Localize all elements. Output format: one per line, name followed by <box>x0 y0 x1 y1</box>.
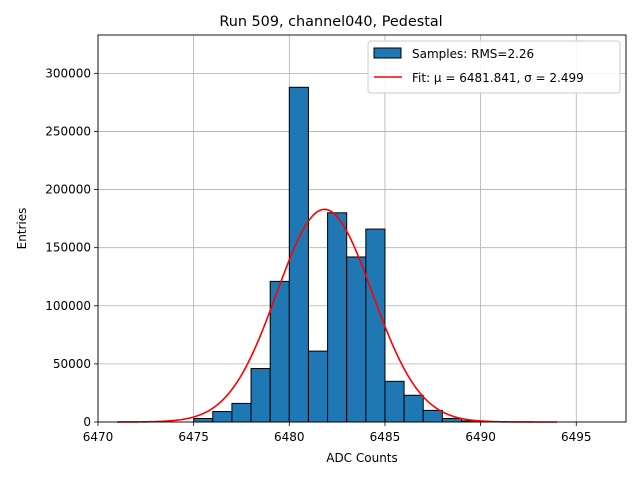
histogram-bar <box>327 212 348 423</box>
y-tick-label: 0 <box>83 415 91 429</box>
plot-frame <box>97 34 627 423</box>
y-axis-ticks: 0 50000 100000 150000 200000 250000 300000 <box>45 66 98 429</box>
histogram-bar <box>346 256 367 423</box>
histogram-bar <box>422 409 443 423</box>
x-tick-label: 6485 <box>370 430 401 444</box>
histogram-bar <box>231 402 252 423</box>
legend-box <box>367 40 621 94</box>
histogram-bar <box>365 228 386 423</box>
fit-curve <box>117 208 558 423</box>
legend-swatch-samples <box>373 47 402 59</box>
histogram-bar <box>384 380 405 423</box>
chart-title: Run 509, channel040, Pedestal <box>219 14 442 30</box>
y-tick-label: 150000 <box>45 241 91 255</box>
histogram-bars <box>193 86 482 423</box>
histogram-bar <box>250 368 271 423</box>
histogram-bar <box>403 394 424 423</box>
y-tick-label: 100000 <box>45 299 91 313</box>
y-axis-label: Entries <box>15 208 29 250</box>
x-tick-label: 6480 <box>274 430 305 444</box>
x-tick-label: 6495 <box>561 430 592 444</box>
histogram-bar <box>212 411 233 423</box>
histogram-bar <box>307 350 329 423</box>
x-axis-label: ADC Counts <box>326 451 398 465</box>
x-axis-ticks: 6470 6475 6480 6485 6490 6495 <box>83 422 592 444</box>
y-tick-label: 300000 <box>45 66 91 80</box>
histogram-bar <box>193 418 214 423</box>
x-tick-label: 6470 <box>83 430 114 444</box>
legend: Samples: RMS=2.26 Fit: μ = 6481.841, σ =… <box>367 40 621 94</box>
legend-label-samples: Samples: RMS=2.26 <box>412 47 534 61</box>
histogram-bar <box>441 418 462 423</box>
y-tick-label: 50000 <box>53 357 91 371</box>
y-tick-label: 200000 <box>45 183 91 197</box>
x-tick-label: 6490 <box>465 430 496 444</box>
x-tick-label: 6475 <box>178 430 209 444</box>
y-tick-label: 250000 <box>45 124 91 138</box>
legend-label-fit: Fit: μ = 6481.841, σ = 2.499 <box>412 71 584 85</box>
